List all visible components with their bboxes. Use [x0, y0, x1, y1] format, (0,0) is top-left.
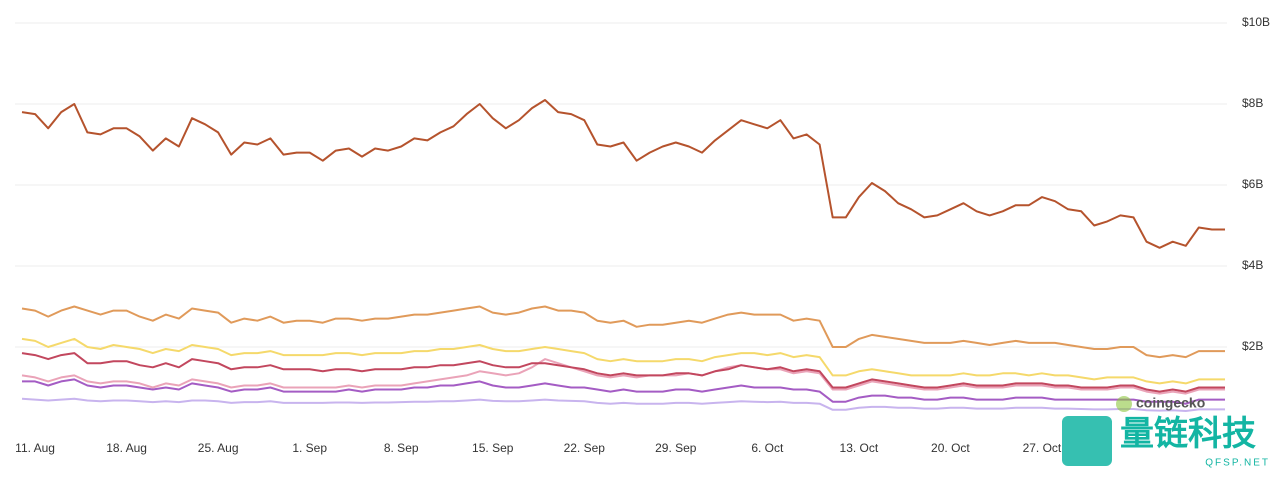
- brand-logo: [1062, 416, 1112, 466]
- series-line: [22, 378, 1225, 405]
- x-tick-label: 11. Aug: [15, 441, 55, 455]
- x-tick-label: 27. Oct: [1023, 441, 1062, 455]
- y-tick-label: $6B: [1242, 177, 1263, 191]
- x-tick-label: 8. Sep: [384, 441, 419, 455]
- brand-site: QFSP.NET: [1205, 458, 1270, 469]
- series-line: [21, 99, 1225, 249]
- series-line: [21, 305, 1225, 359]
- x-tick-label: 6. Oct: [751, 441, 784, 455]
- x-tick-label: 1. Sep: [292, 441, 327, 455]
- x-tick-label: 22. Sep: [564, 441, 606, 455]
- y-tick-label: $2B: [1242, 339, 1263, 353]
- y-tick-label: $8B: [1242, 96, 1263, 110]
- x-tick-label: 29. Sep: [655, 441, 697, 455]
- coingecko-logo: [1116, 396, 1132, 412]
- series-line: [21, 358, 1225, 395]
- y-tick-label: $4B: [1242, 258, 1263, 272]
- x-tick-label: 15. Sep: [472, 441, 514, 455]
- x-tick-label: 18. Aug: [106, 441, 147, 455]
- brand-text: 量链科技: [1120, 415, 1256, 453]
- x-tick-label: 13. Oct: [840, 441, 879, 455]
- coingecko-text: coingecko: [1136, 395, 1205, 411]
- y-tick-label: $10B: [1242, 15, 1270, 29]
- series-line: [21, 397, 1225, 412]
- x-tick-label: 25. Aug: [198, 441, 239, 455]
- series-line: [21, 352, 1225, 393]
- x-tick-label: 20. Oct: [931, 441, 970, 455]
- series-line: [21, 337, 1225, 385]
- watermark: coingecko 量链科技 QFSP.NET: [1062, 395, 1270, 469]
